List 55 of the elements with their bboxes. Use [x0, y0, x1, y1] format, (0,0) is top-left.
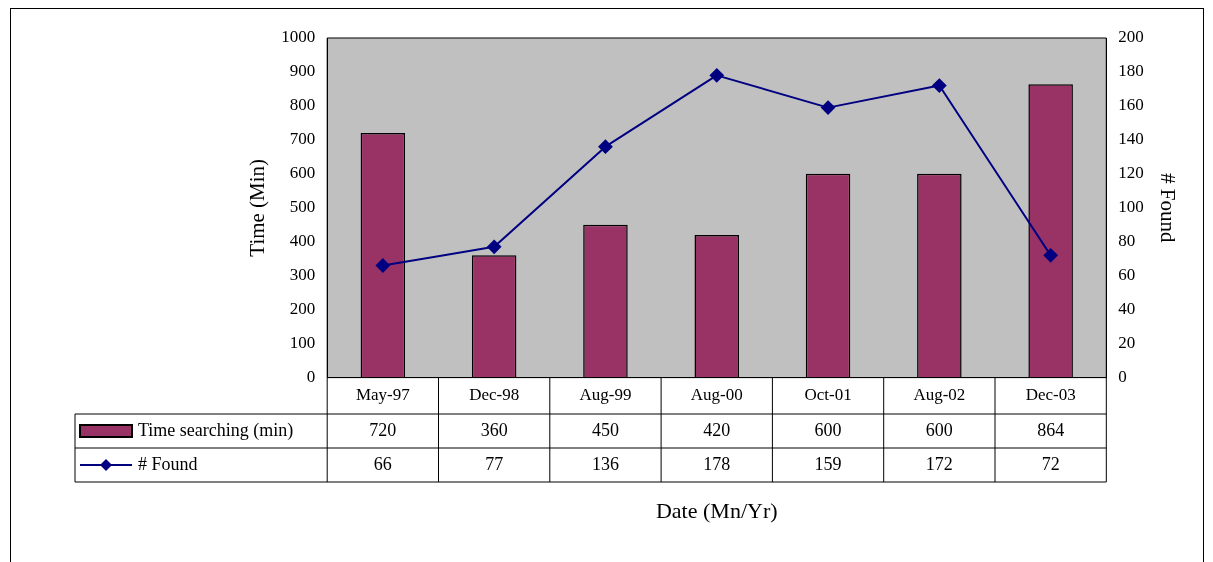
- y-tick-label: 200: [289, 299, 316, 319]
- x-axis-title: Date (Mn/Yr): [655, 497, 778, 523]
- point: [932, 78, 947, 93]
- point: [709, 68, 724, 83]
- y2-tick-label: 160: [1118, 95, 1144, 115]
- y2-tick-label: 80: [1118, 231, 1136, 251]
- data-label: 136: [591, 453, 619, 474]
- y-tick-label: 600: [289, 163, 316, 183]
- point: [821, 100, 836, 115]
- y-tick-label: 500: [289, 197, 316, 217]
- x-tick-label: Aug-02: [913, 385, 966, 405]
- data-label: 720: [369, 419, 397, 440]
- y2-tick-label: 200: [1118, 27, 1144, 47]
- y-tick-label: 700: [289, 129, 316, 149]
- y-tick-label: 900: [289, 61, 316, 81]
- x-tick-label: Dec-03: [1025, 385, 1076, 405]
- legend-label: Time searching (min): [138, 419, 294, 441]
- data-label: 864: [1037, 419, 1065, 440]
- data-label: 159: [814, 453, 842, 474]
- y2-tick-label: 120: [1118, 163, 1144, 183]
- data-label: 172: [925, 453, 953, 474]
- y2-tick-label: 180: [1118, 61, 1144, 81]
- y-axis-title: Time (Min): [245, 158, 270, 257]
- data-label: 600: [814, 419, 842, 440]
- y2-tick-label: 140: [1118, 129, 1144, 149]
- x-tick-label: Dec-98: [469, 385, 520, 405]
- data-label: 66: [373, 453, 392, 474]
- data-label: 420: [703, 419, 731, 440]
- data-label: 178: [703, 453, 731, 474]
- y-tick-label: 800: [289, 95, 316, 115]
- point: [487, 239, 502, 254]
- x-tick-label: Aug-00: [690, 385, 743, 405]
- data-label: 72: [1041, 453, 1060, 474]
- data-label: 600: [925, 419, 953, 440]
- y-tick-label: 300: [289, 265, 316, 285]
- y2-tick-label: 60: [1118, 265, 1136, 285]
- point: [598, 139, 613, 154]
- data-label: 360: [480, 419, 508, 440]
- data-label: 77: [485, 453, 504, 474]
- y2-tick-label: 20: [1118, 333, 1136, 353]
- y-tick-label: 0: [306, 367, 316, 387]
- point: [375, 258, 390, 273]
- x-tick-label: May-97: [355, 385, 411, 405]
- x-tick-label: Aug-99: [579, 385, 632, 405]
- y-tick-label: 1000: [281, 27, 316, 47]
- y2-axis-title: # Found: [1155, 173, 1180, 244]
- y-tick-label: 100: [289, 333, 316, 353]
- y2-tick-label: 40: [1118, 299, 1136, 319]
- y2-tick-label: 0: [1118, 367, 1127, 387]
- legend-label: # Found: [138, 453, 198, 474]
- y2-tick-label: 100: [1118, 197, 1144, 217]
- point: [1043, 248, 1058, 263]
- y-tick-label: 400: [289, 231, 316, 251]
- data-label: 450: [591, 419, 619, 440]
- x-tick-label: Oct-01: [804, 385, 852, 405]
